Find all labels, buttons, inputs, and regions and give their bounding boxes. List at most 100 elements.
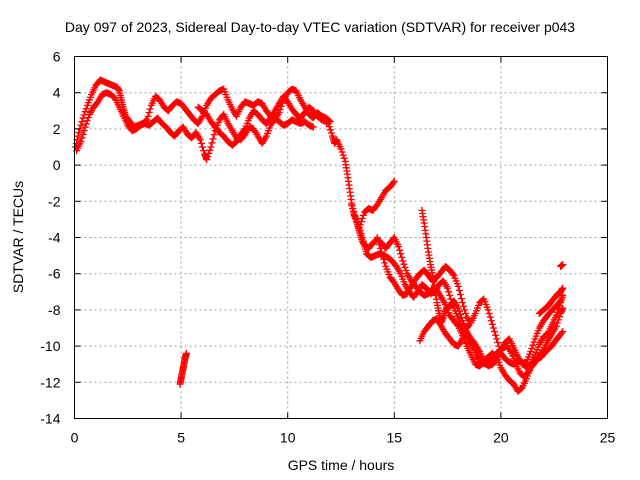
data-point [528,344,536,352]
data-point [557,297,565,305]
data-point [462,310,470,318]
data-point [494,338,502,346]
data-point [527,348,535,356]
x-tick-label: 10 [280,430,296,446]
x-tick-label: 20 [493,430,509,446]
chart-title: Day 097 of 2023, Sidereal Day-to-day VTE… [64,19,576,35]
axis-ticks: 0 5 10 15 20 25 -14 -12 -10 -8 -6 -4 -2 0 2 4 6 [40,49,615,446]
data-point [210,131,218,139]
data-point [325,123,333,131]
data-point [556,298,564,306]
data-point [351,212,359,220]
data-point [209,135,217,143]
data-point [559,261,567,269]
data-point [553,319,561,327]
data-point [390,177,398,185]
data-point [449,270,457,278]
data-point [182,349,190,357]
data-point [484,306,492,314]
x-tick-label: 0 [71,430,79,446]
y-tick-label: -14 [40,411,60,427]
data-point [357,230,365,238]
data-point [553,308,561,316]
data-point [381,259,389,267]
y-tick-label: 2 [53,121,61,137]
data-point [455,286,463,294]
data-point [378,248,386,256]
y-tick-label: 6 [53,49,61,65]
data-point [358,234,366,241]
data-point [401,263,409,271]
data-point [402,267,410,275]
data-point [208,139,216,147]
data-point [455,307,463,315]
data-point [552,311,560,319]
data-point [558,329,566,337]
data-point [493,335,501,343]
data-point [77,138,85,146]
data-point [340,154,348,162]
data-point [358,214,366,222]
data-point [376,244,384,252]
data-point [529,341,537,349]
data-point [485,310,493,318]
data-point [203,156,211,164]
data-point [459,299,467,307]
data-point [456,291,464,299]
data-point [489,324,497,332]
data-point [348,201,356,209]
data-point [395,243,403,251]
data-point [199,147,207,155]
data-points [72,76,567,395]
data-point [324,119,332,127]
data-point [359,237,367,245]
data-point [487,317,495,325]
data-point [326,126,334,134]
data-point [74,132,82,140]
data-point [488,320,496,328]
data-point [444,284,452,292]
data-point [81,123,89,131]
x-tick-label: 5 [177,430,185,446]
data-point [84,114,92,122]
data-point [204,153,212,161]
data-point [375,241,383,249]
data-point [454,282,462,290]
series-track-l [176,349,190,388]
x-tick-label: 25 [600,430,616,446]
data-point [197,139,205,147]
grid-lines [74,56,608,419]
y-tick-label: -4 [48,230,61,246]
data-point [359,211,367,219]
data-point [309,123,317,131]
data-point [81,108,89,116]
data-point [78,134,86,142]
data-point [398,253,406,261]
y-tick-label: -12 [40,374,60,390]
data-point [454,304,462,312]
data-point [400,260,408,268]
data-point [77,121,85,129]
data-point [457,314,465,322]
data-point [445,288,453,296]
data-point [240,126,248,134]
data-point [530,338,538,346]
series-track-k [557,261,567,270]
series-track-i [416,315,473,350]
data-point [206,146,214,154]
data-point [446,291,454,299]
data-point [396,246,404,254]
data-point [373,234,381,241]
data-point [80,127,88,135]
x-tick-label: 15 [387,430,403,446]
data-point [465,320,473,328]
data-point [145,109,153,117]
y-tick-label: 4 [53,85,61,101]
y-tick-label: -2 [48,193,61,209]
x-axis-label: GPS time / hours [287,457,395,473]
data-point [559,328,567,336]
data-point [491,328,499,336]
data-point [399,257,407,265]
data-point [82,105,90,113]
y-tick-label: -8 [48,302,61,318]
